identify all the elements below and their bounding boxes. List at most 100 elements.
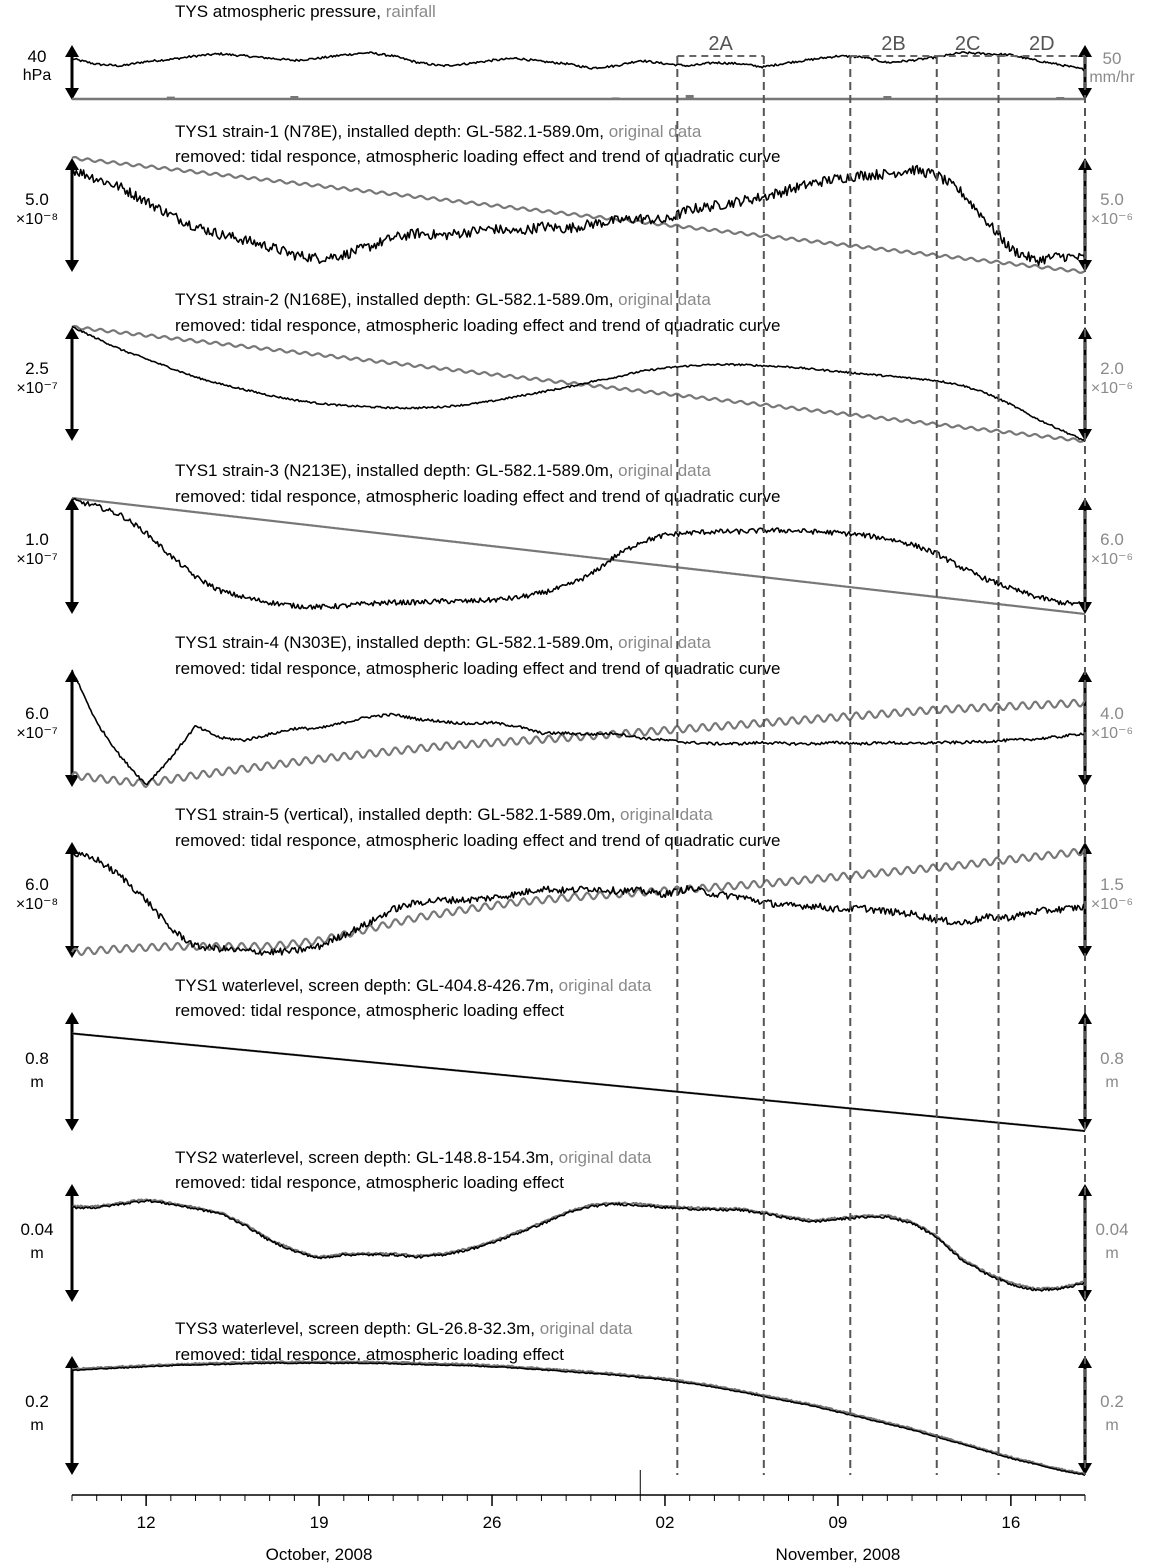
panel-title-main: TYS1 strain-1 (N78E), installed depth: G… (175, 122, 609, 141)
series-original-data (71, 1360, 1086, 1475)
period-2c: 2C (936, 33, 999, 57)
x-tick-label: 02 (656, 1513, 675, 1532)
panel-subtitle: removed: tidal responce, atmospheric loa… (175, 831, 780, 850)
series-atmospheric-pressure (71, 51, 1086, 72)
series-removed (71, 669, 1086, 786)
right-scale-unit: ×10⁻⁶ (1091, 896, 1133, 913)
period-2a: 2A (677, 33, 764, 57)
panel-title-gray: original data (618, 461, 711, 480)
panel-title-main: TYS1 waterlevel, screen depth: GL-404.8-… (175, 976, 559, 995)
rainfall-bar (290, 96, 299, 99)
panel-subtitle: removed: tidal responce, atmospheric loa… (175, 1001, 564, 1020)
x-month-label: November, 2008 (776, 1545, 901, 1564)
panel-8: TYS2 waterlevel, screen depth: GL-148.8-… (20, 1148, 1129, 1302)
left-scale-arrow (65, 670, 79, 787)
panel-title: TYS1 strain-4 (N303E), installed depth: … (175, 633, 711, 652)
panel-subtitle: removed: tidal responce, atmospheric loa… (175, 487, 780, 506)
right-scale-value: 5.0 (1100, 190, 1124, 209)
series-original-data (71, 698, 1086, 789)
panel-title-gray: original data (559, 976, 652, 995)
left-scale-unit: m (30, 1074, 43, 1091)
left-scale-unit: ×10⁻⁸ (16, 896, 58, 913)
series-removed (71, 1032, 1086, 1132)
series-removed (71, 851, 1086, 956)
panel-title-gray: original data (618, 633, 711, 652)
x-axis: 12 19 26 02 09 16 October, 2008 November, 2008 (71, 1470, 1086, 1564)
x-month-label: October, 2008 (266, 1545, 373, 1564)
panel-title-gray: original data (540, 1319, 633, 1338)
panel-title: TYS2 waterlevel, screen depth: GL-148.8-… (175, 1148, 652, 1167)
series-original-data (71, 1198, 1086, 1291)
left-scale-unit: m (30, 1245, 43, 1262)
series-original-data (71, 496, 1086, 616)
left-scale-value: 0.8 (25, 1049, 49, 1068)
period-2b: 2B (850, 33, 937, 57)
panel-title: TYS3 waterlevel, screen depth: GL-26.8-3… (175, 1319, 633, 1338)
panel-subtitle: removed: tidal responce, atmospheric loa… (175, 659, 780, 678)
period-2d: 2D (998, 33, 1085, 57)
panel-subtitle: removed: tidal responce, atmospheric loa… (175, 316, 780, 335)
left-scale-unit: hPa (23, 67, 52, 84)
panel-3: TYS1 strain-2 (N168E), installed depth: … (16, 290, 1133, 443)
left-scale-arrow (65, 1356, 79, 1475)
left-scale-value: 2.5 (25, 359, 49, 378)
panel-title: TYS1 strain-5 (vertical), installed dept… (175, 805, 713, 824)
right-scale-unit: ×10⁻⁶ (1091, 725, 1133, 742)
right-scale-unit: m (1105, 1417, 1118, 1434)
left-scale-value: 40 (28, 47, 47, 66)
rainfall-bar (611, 97, 620, 99)
left-scale-arrow (65, 1012, 79, 1131)
left-scale-value: 1.0 (25, 530, 49, 549)
left-scale-arrow (65, 1184, 79, 1302)
period-label: 2C (955, 33, 981, 55)
panel-title: TYS1 strain-2 (N168E), installed depth: … (175, 290, 711, 309)
panel-title-main: TYS1 strain-4 (N303E), installed depth: … (175, 633, 618, 652)
series-removed (71, 1199, 1086, 1292)
panel-title-main: TYS1 strain-3 (N213E), installed depth: … (175, 461, 618, 480)
panel-7: TYS1 waterlevel, screen depth: GL-404.8-… (25, 976, 1124, 1133)
x-tick-label: 09 (828, 1513, 847, 1532)
panel-title-main: TYS atmospheric pressure, (175, 2, 386, 21)
period-label: 2B (881, 33, 905, 55)
panel-title-gray: original data (618, 290, 711, 309)
right-scale-value: 0.2 (1100, 1392, 1124, 1411)
left-scale-arrow (65, 327, 79, 441)
panel-9: TYS3 waterlevel, screen depth: GL-26.8-3… (25, 1319, 1124, 1477)
panel-title: TYS1 strain-1 (N78E), installed depth: G… (175, 122, 702, 141)
right-scale-value: 4.0 (1100, 704, 1124, 723)
right-scale-unit: mm/hr (1089, 69, 1135, 86)
left-scale-arrow (65, 842, 79, 958)
series-removed (71, 1361, 1086, 1477)
rainfall-bar (1056, 97, 1065, 99)
left-scale-value: 5.0 (25, 190, 49, 209)
left-scale-value: 6.0 (25, 704, 49, 723)
series-removed (71, 164, 1086, 266)
left-scale-unit: ×10⁻⁷ (16, 380, 58, 397)
series-original-data (71, 848, 1086, 956)
right-scale-unit: ×10⁻⁶ (1091, 551, 1133, 568)
right-scale-unit: m (1105, 1074, 1118, 1091)
series-original-data (71, 155, 1086, 274)
series-removed (71, 325, 1086, 443)
left-scale-unit: ×10⁻⁷ (16, 551, 58, 568)
panel-title-gray: original data (609, 122, 702, 141)
panel-title: TYS1 waterlevel, screen depth: GL-404.8-… (175, 976, 652, 995)
x-tick-label: 26 (483, 1513, 502, 1532)
rainfall-bar (166, 96, 175, 99)
right-scale-value: 0.8 (1100, 1049, 1124, 1068)
left-scale-value: 6.0 (25, 875, 49, 894)
right-scale-unit: ×10⁻⁶ (1091, 211, 1133, 228)
left-scale-unit: ×10⁻⁸ (16, 211, 58, 228)
left-scale-unit: ×10⁻⁷ (16, 725, 58, 742)
rainfall-bar (685, 95, 694, 99)
x-tick-label: 12 (137, 1513, 156, 1532)
right-scale-value: 6.0 (1100, 530, 1124, 549)
right-scale-unit: m (1105, 1245, 1118, 1262)
x-tick-label: 16 (1001, 1513, 1020, 1532)
panel-4: TYS1 strain-3 (N213E), installed depth: … (16, 461, 1133, 616)
panel-title-gray: original data (620, 805, 713, 824)
panel-title-gray: rainfall (386, 2, 436, 21)
panel-title: TYS atmospheric pressure, rainfall (175, 2, 436, 21)
